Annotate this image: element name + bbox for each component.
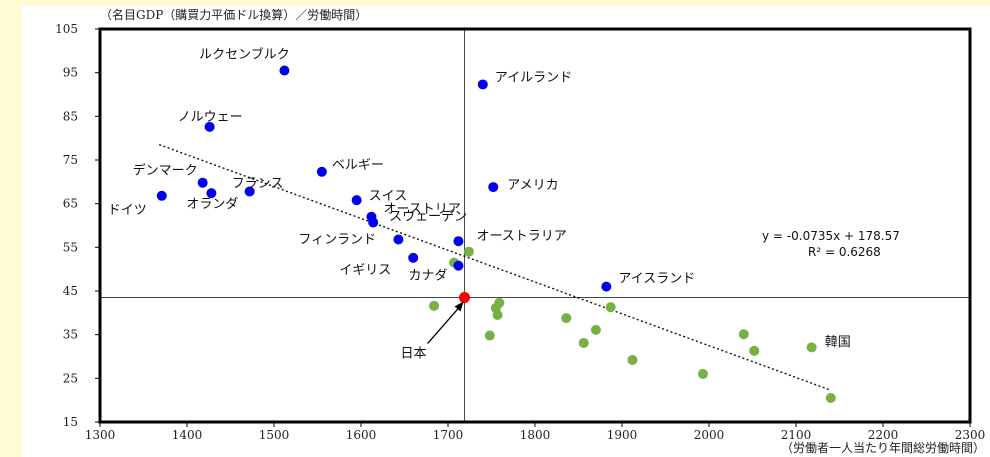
data-point-other [605,302,616,313]
data-point-other [738,329,749,340]
y-tick-label: 105 [55,22,78,36]
x-tick-label: 2000 [694,428,725,442]
left-margin-band [0,0,22,457]
x-tick-label: 2100 [781,428,812,442]
data-point-スイス [351,195,362,206]
y-tick-label: 75 [63,153,78,167]
point-label: オランダ [186,197,238,212]
x-tick-label: 1300 [85,428,116,442]
point-label: 韓国 [825,335,851,350]
point-label: フィンランド [298,232,376,247]
y-tick-label: 35 [63,328,78,342]
y-tick-label: 65 [63,197,78,211]
data-point-other [463,246,474,257]
point-label: オーストリア [383,202,460,217]
data-point-フィンランド [393,234,404,245]
x-tick-label: 2200 [868,428,899,442]
data-point-other [697,368,708,379]
data-point-other [484,330,495,341]
point-label: ノルウェー [178,110,243,125]
japan-arrow-shaft [427,303,464,344]
point-label: スイス [369,189,408,204]
y-tick-label: 45 [63,284,78,298]
x-tick-label: 1400 [172,428,203,442]
data-point-フランス [244,186,255,197]
data-point-ノルウェー [204,121,215,132]
x-tick-label: 1600 [346,428,377,442]
data-point-アイルランド [477,79,488,90]
data-point-オランダ [206,188,217,199]
data-point-other [429,300,440,311]
point-label: イギリス [339,263,391,278]
point-label: フランス [232,176,284,191]
x-tick-label: 1900 [607,428,638,442]
x-tick-label: 1800 [520,428,551,442]
data-point-オーストラリア [453,236,464,247]
trend-line [158,143,832,391]
y-tick-label: 55 [63,240,78,254]
y-axis-label: （名目GDP（購買力平価ドル換算）／労働時間） [100,7,367,22]
y-tick-label: 15 [63,415,78,429]
x-tick-label: 1700 [433,428,464,442]
data-point-other [494,297,505,308]
data-point-other [578,337,589,348]
point-label: ドイツ [108,203,147,218]
point-label: アメリカ [507,178,558,193]
data-point-other [627,354,638,365]
point-label: オーストラリア [476,229,566,244]
point-label: カナダ [408,269,447,284]
y-tick-label: 85 [63,109,78,123]
data-point-other [806,342,817,353]
point-label: 日本 [401,347,427,362]
data-point-スウェーデン [368,217,379,228]
data-point-other [749,345,760,356]
data-point-アメリカ [488,182,499,193]
data-point-ルクセンブルク [279,65,290,76]
point-label: アイルランド [495,70,572,85]
data-point-ベルギー [316,166,327,177]
trend-r-squared: R² = 0.6268 [808,245,881,259]
japan-arrow-head [454,301,464,312]
point-label: デンマーク [133,163,198,179]
data-point-アイスランド [601,281,612,292]
data-point-korea [825,392,836,403]
point-label: アイスランド [618,272,695,287]
data-point-japan [459,292,471,304]
point-label: スウェーデン [389,208,467,224]
data-point-イギリス [408,252,419,263]
plot-frame [98,27,972,424]
point-label: ベルギー [332,158,384,173]
data-point-other [492,310,503,321]
y-tick-label: 25 [63,371,78,385]
top-margin-band [0,0,990,6]
data-point-デンマーク [197,177,208,188]
data-point-カナダ [453,260,464,271]
data-point-ドイツ [156,190,167,201]
point-label: ルクセンブルク [199,46,290,62]
trend-equation: y = -0.0735x + 178.57 [762,229,900,243]
data-point-other [561,313,572,324]
x-axis-label: （労働者一人当たり年間総労働時間） [781,441,985,455]
data-point-other [590,324,601,335]
y-tick-label: 95 [63,66,78,80]
x-tick-label: 2300 [955,428,986,442]
x-tick-label: 1500 [259,428,290,442]
